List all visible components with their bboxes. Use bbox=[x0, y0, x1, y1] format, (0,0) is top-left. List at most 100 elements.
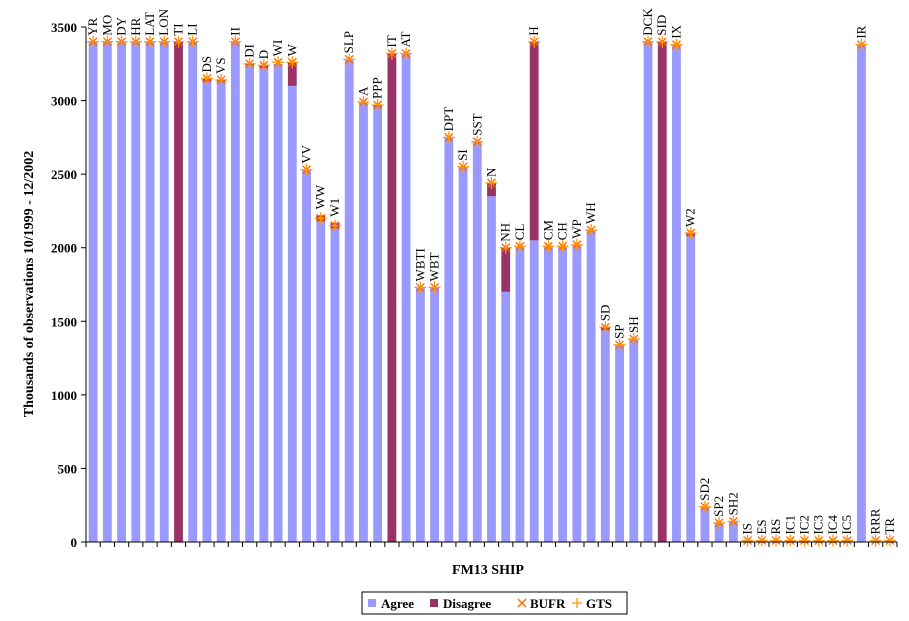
bar-agree-vv bbox=[302, 169, 311, 542]
bar-label-sd2: SD2 bbox=[697, 478, 712, 501]
bar-label-li: LI bbox=[185, 23, 200, 35]
bar-label-wh: WH bbox=[583, 202, 598, 224]
marker-sd2 bbox=[698, 500, 711, 513]
bar-agree-wbti bbox=[415, 287, 425, 542]
bars-layer bbox=[88, 41, 895, 543]
marker-cm bbox=[542, 240, 555, 253]
legend-frame bbox=[361, 591, 628, 615]
legend-agree-label: Agree bbox=[381, 596, 414, 611]
y-tick-label-3500: 3500 bbox=[51, 20, 77, 35]
bar-agree-dck bbox=[643, 41, 653, 542]
bar-agree-sd2 bbox=[700, 506, 710, 542]
marker-sh2 bbox=[727, 515, 740, 528]
marker-ww bbox=[314, 212, 327, 225]
bar-label-wi: WI bbox=[270, 40, 285, 57]
marker-ch bbox=[556, 240, 569, 253]
bar-agree-hr bbox=[131, 41, 141, 542]
bar-label-ix: IX bbox=[668, 24, 683, 38]
bar-agree-wp bbox=[572, 244, 582, 542]
marker-is bbox=[741, 534, 754, 547]
bar-label-wp: WP bbox=[569, 219, 584, 239]
marker-cl bbox=[513, 240, 526, 253]
y-tick-label-1000: 1000 bbox=[51, 388, 77, 403]
marker-ii bbox=[229, 35, 242, 48]
bar-label-ic1: IC1 bbox=[782, 515, 797, 535]
bar-label-ppp: PPP bbox=[370, 77, 385, 99]
marker-sp bbox=[613, 338, 626, 351]
bar-label-ii: II bbox=[227, 27, 242, 36]
marker-rs bbox=[770, 534, 783, 547]
bar-agree-sp bbox=[615, 344, 624, 542]
bar-disagree-it bbox=[387, 53, 397, 542]
marker-w2 bbox=[684, 227, 697, 239]
bar-agree-wh bbox=[586, 230, 596, 543]
y-tick-label-2000: 2000 bbox=[51, 241, 77, 256]
legend-gts-marker bbox=[572, 598, 582, 608]
bar-label-ds: DS bbox=[199, 56, 214, 73]
markers-layer bbox=[87, 35, 896, 547]
bar-label-rs: RS bbox=[768, 519, 783, 535]
bar-agree-w2 bbox=[686, 235, 696, 542]
bar-label-yr: YR bbox=[85, 17, 100, 35]
marker-dpt bbox=[442, 131, 455, 144]
bar-label-at: AT bbox=[398, 32, 413, 48]
bar-agree-sp2 bbox=[714, 522, 724, 542]
marker-ic4 bbox=[826, 534, 839, 547]
bar-label-is: IS bbox=[740, 523, 755, 535]
bar-label-sp: SP bbox=[612, 324, 627, 338]
bar-label-w: W bbox=[284, 43, 299, 56]
legend-agree-swatch bbox=[368, 599, 376, 607]
bar-agree-cl bbox=[515, 246, 525, 542]
bar-agree-sst bbox=[472, 141, 482, 542]
bar-agree-a bbox=[359, 102, 368, 543]
legend-bufr-marker bbox=[517, 598, 527, 608]
marker-tr bbox=[883, 534, 896, 547]
marker-si bbox=[457, 160, 470, 173]
bar-agree-w1 bbox=[330, 228, 340, 543]
bar-label-a: A bbox=[355, 86, 370, 96]
bar-label-ir: IR bbox=[853, 25, 868, 38]
bar-label-nh: NH bbox=[498, 223, 513, 242]
marker-dck bbox=[642, 35, 655, 48]
bar-label-wbt: WBT bbox=[427, 253, 442, 282]
bar-disagree-nh bbox=[501, 247, 511, 292]
bar-label-vv: VV bbox=[299, 144, 314, 163]
legend-gts-label: GTS bbox=[586, 596, 612, 611]
bar-disagree-h bbox=[529, 41, 539, 241]
bar-label-sid: SID bbox=[654, 15, 669, 36]
bar-agree-dpt bbox=[444, 137, 454, 542]
marker-wi bbox=[272, 56, 285, 69]
axes-layer: 0 500 1000 1500 2000 2500 3000 3500 bbox=[51, 20, 898, 550]
bar-label-cl: CL bbox=[512, 224, 527, 241]
marker-yr bbox=[87, 35, 100, 48]
bar-agree-li bbox=[188, 41, 198, 542]
marker-vv bbox=[300, 163, 313, 176]
marker-sd bbox=[599, 321, 612, 334]
bar-label-ic4: IC4 bbox=[825, 515, 840, 535]
bar-disagree-n bbox=[487, 182, 496, 197]
bar-label-sp2: SP2 bbox=[711, 496, 726, 517]
bar-agree-sd bbox=[600, 330, 610, 542]
y-tick-label-0: 0 bbox=[71, 535, 78, 550]
bar-label-lon: LON bbox=[156, 8, 171, 35]
legend-disagree-swatch bbox=[430, 599, 438, 607]
bar-agree-wi bbox=[273, 63, 283, 543]
bar-label-vs: VS bbox=[213, 57, 228, 74]
marker-es bbox=[755, 534, 768, 547]
bar-agree-si bbox=[458, 166, 468, 543]
bar-label-lat: LAT bbox=[142, 12, 157, 36]
marker-hr bbox=[129, 35, 142, 48]
bar-disagree-sid bbox=[657, 41, 667, 542]
legend: Agree Disagree BUFR GTS bbox=[361, 591, 628, 615]
marker-di bbox=[243, 57, 256, 70]
marker-mo bbox=[101, 35, 114, 48]
marker-rrr bbox=[869, 534, 882, 547]
marker-dy bbox=[115, 35, 128, 48]
marker-ic1 bbox=[784, 534, 797, 547]
bar-label-dpt: DPT bbox=[441, 107, 456, 132]
marker-vs bbox=[215, 73, 228, 86]
legend-disagree-label: Disagree bbox=[443, 596, 491, 611]
bar-agree-ppp bbox=[373, 106, 383, 542]
bar-agree-n bbox=[487, 196, 496, 542]
